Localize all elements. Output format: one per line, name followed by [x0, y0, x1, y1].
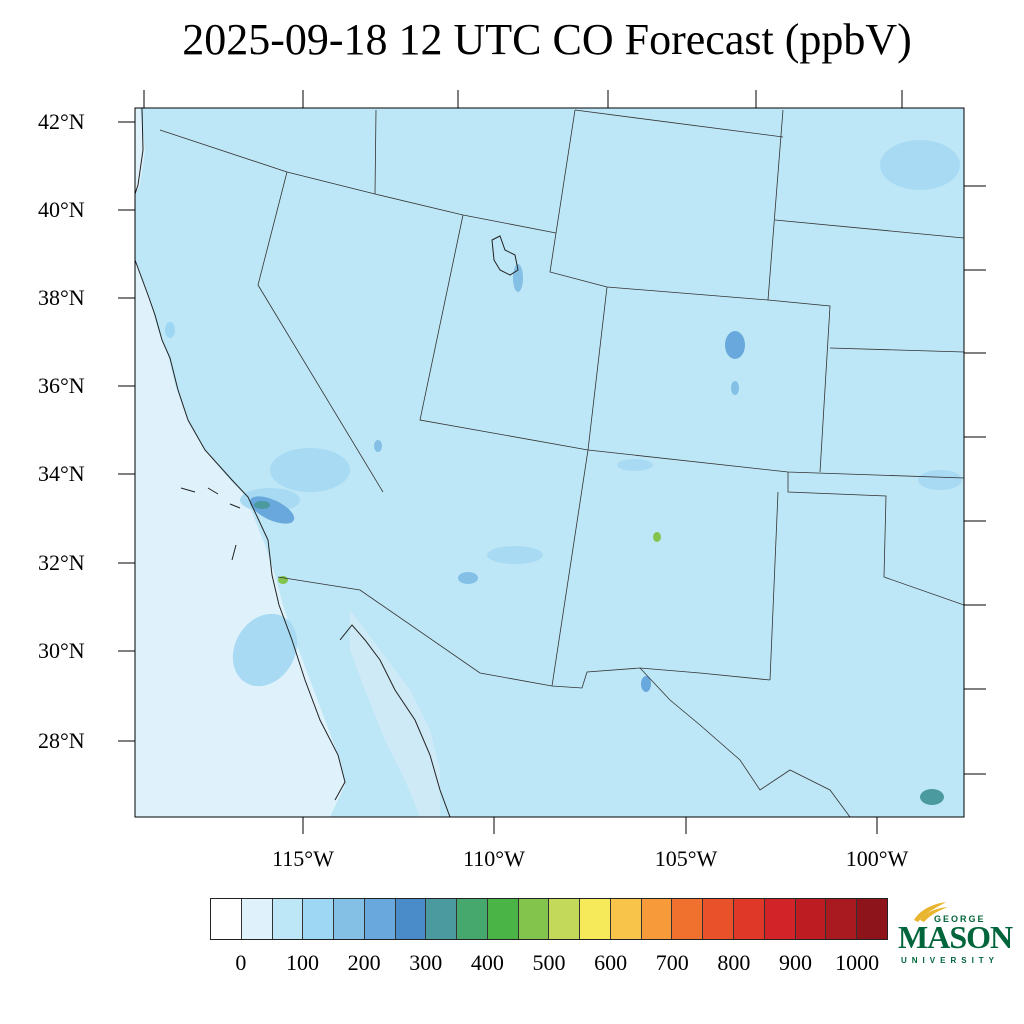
colorbar-tick-label: 800 — [717, 950, 751, 975]
colorbar-swatch — [272, 899, 304, 939]
colorbar-tick-label: 1000 — [835, 950, 880, 975]
hotspot-denver-south — [731, 381, 739, 395]
hotspot-denver — [725, 331, 745, 359]
logo-flame-icon — [914, 902, 948, 922]
colorbar-swatch — [580, 899, 611, 939]
colorbar-swatch — [426, 899, 458, 939]
colorbar-tick-label: 700 — [655, 950, 689, 975]
colorbar-swatch — [457, 899, 488, 939]
great-salt-lake — [491, 235, 519, 276]
lat-tick-label: 38°N — [38, 285, 85, 310]
colorbar-swatch — [672, 899, 704, 939]
hotspot-el-paso — [641, 676, 651, 692]
logo-main-text: MASON — [898, 919, 1013, 955]
lon-tick-label: 110°W — [463, 846, 525, 871]
state-boundaries — [159, 109, 964, 817]
colorbar-swatch — [303, 899, 335, 939]
colorbar-swatch — [518, 899, 550, 939]
colorbar-swatch — [334, 899, 365, 939]
colorbar-swatch — [826, 899, 858, 939]
colorbar-tick-label: 900 — [779, 950, 813, 975]
plot-frame — [134, 107, 965, 818]
colorbar-tick-label: 400 — [470, 950, 504, 975]
gulf-region — [350, 610, 440, 817]
colorbar-swatch — [795, 899, 827, 939]
enhanced-region — [232, 613, 298, 687]
colorbar-tick-label: 300 — [409, 950, 443, 975]
colorbar-tick-label: 500 — [532, 950, 566, 975]
lon-tick-label: 105°W — [654, 846, 718, 871]
colorbar-swatch — [764, 899, 796, 939]
colorbar-swatch — [395, 899, 427, 939]
enhanced-region — [487, 546, 543, 564]
enhanced-region — [270, 448, 350, 492]
lat-tick-label: 42°N — [38, 109, 85, 134]
lon-tick-label: 115°W — [272, 846, 334, 871]
logo-top-text: GEORGE — [934, 914, 986, 924]
hotspot-albuquerque — [653, 532, 661, 542]
lat-tick-label: 28°N — [38, 728, 85, 753]
axis-ticks — [118, 90, 986, 834]
colorbar-swatch — [734, 899, 765, 939]
enhanced-region — [880, 140, 960, 190]
lat-tick-label: 36°N — [38, 373, 85, 398]
hotspot-las-vegas — [374, 440, 382, 452]
lon-tick-label: 100°W — [845, 846, 909, 871]
colorbar-swatch — [241, 899, 273, 939]
colorbar-tick-label: 100 — [285, 950, 319, 975]
gmu-logo: GEORGE MASON UNIVERSITY — [898, 900, 1013, 970]
lat-tick-label: 34°N — [38, 461, 85, 486]
colorbar-swatch — [549, 899, 581, 939]
lat-tick-label: 40°N — [38, 197, 85, 222]
colorbar-swatch — [211, 899, 242, 939]
hotspot-san-antonio — [920, 789, 944, 805]
colorbar-swatch — [641, 899, 673, 939]
hotspot-los-angeles-core — [254, 501, 270, 509]
coastlines — [135, 108, 451, 817]
enhanced-region — [918, 470, 962, 490]
lat-tick-label: 32°N — [38, 550, 85, 575]
hotspot-phoenix — [458, 572, 478, 584]
chart-title: 2025-09-18 12 UTC CO Forecast (ppbV) — [182, 15, 912, 64]
colorbar-swatch — [703, 899, 735, 939]
colorbar-swatch — [610, 899, 642, 939]
colorbar-tick-label: 600 — [594, 950, 628, 975]
colorbar-tick-label: 0 — [235, 950, 247, 975]
logo-bottom-text: UNIVERSITY — [901, 956, 1000, 965]
colorbar — [210, 898, 888, 940]
lat-tick-label: 30°N — [38, 638, 85, 663]
colorbar-tick-label: 200 — [347, 950, 381, 975]
enhanced-region — [617, 459, 653, 471]
colorbar-swatch — [487, 899, 519, 939]
colorbar-swatch — [364, 899, 396, 939]
hotspot-sf — [165, 322, 175, 338]
colorbar-swatch — [857, 899, 887, 939]
